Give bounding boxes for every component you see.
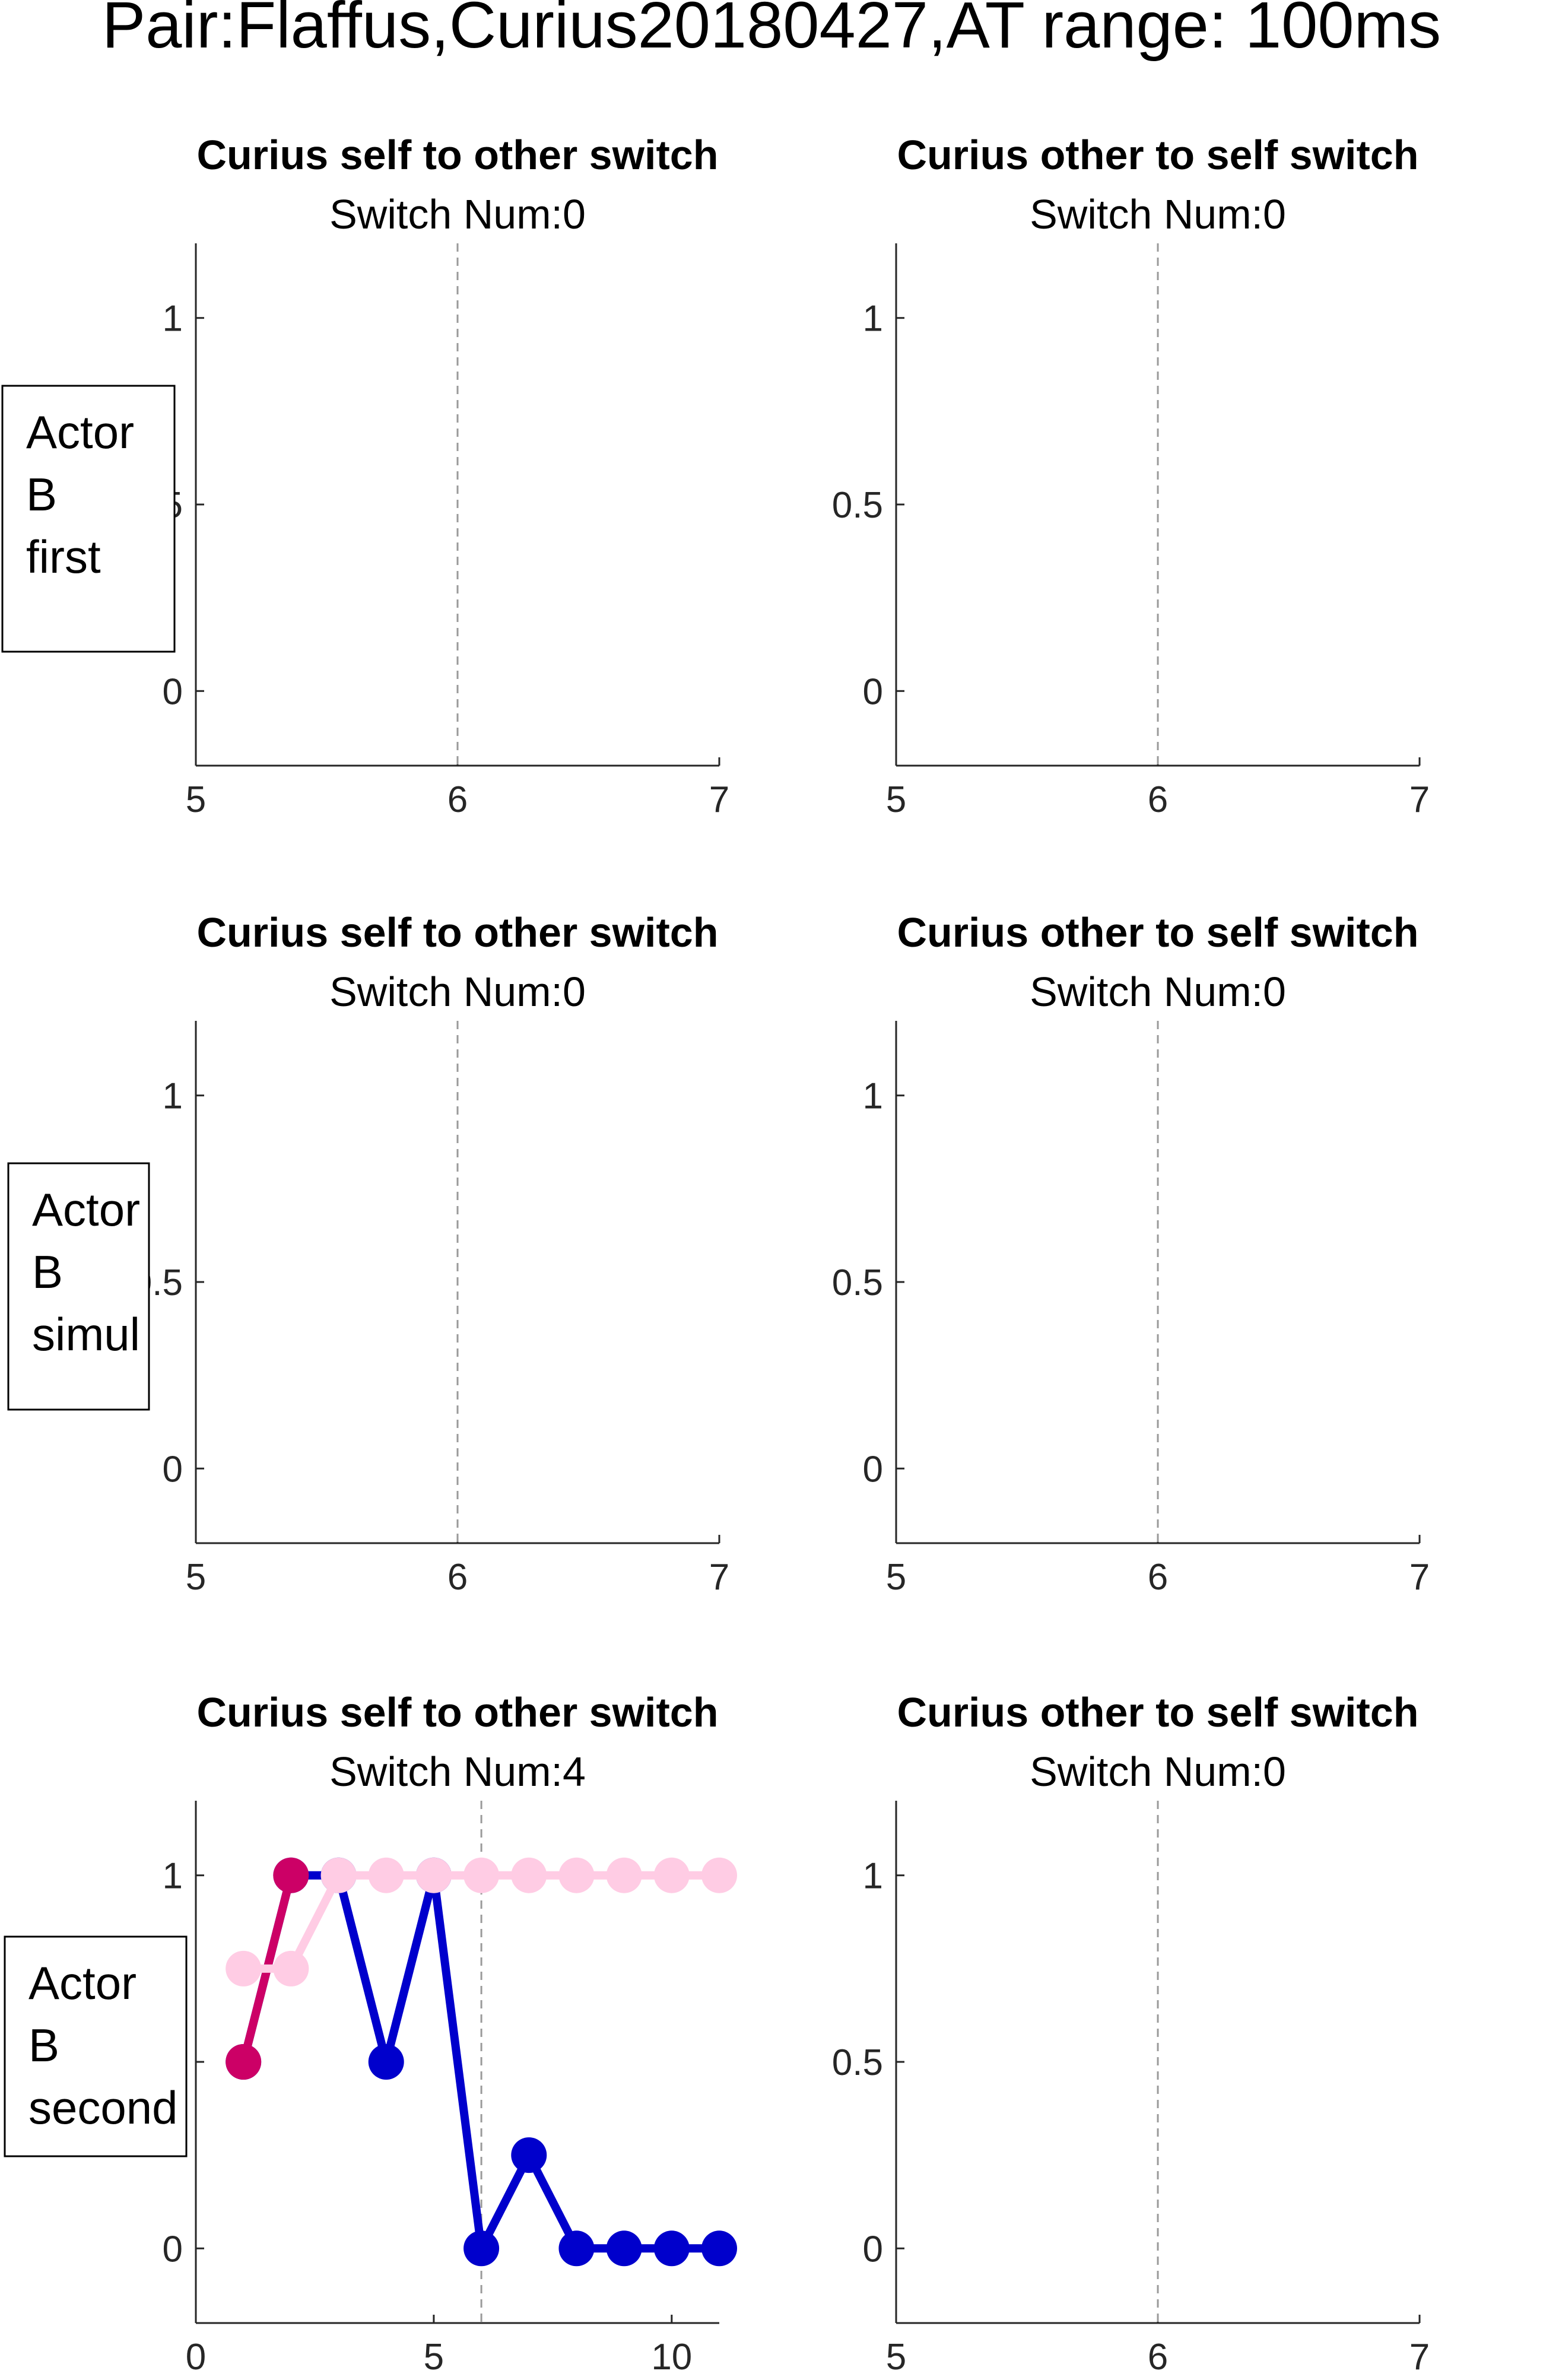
series-3-point (606, 1857, 642, 1893)
series-1-point (368, 2044, 404, 2080)
series-1-point (511, 2137, 547, 2173)
series-1-point (653, 2230, 690, 2267)
panel-title: Curius self to other switch (197, 909, 719, 956)
series-2-point (226, 2044, 262, 2080)
row-label-line: B (28, 2019, 59, 2071)
y-tick-label: 0 (163, 671, 183, 712)
y-tick-label: 0.5 (832, 485, 883, 526)
y-tick-label: 1 (163, 299, 183, 339)
x-tick-label: 5 (186, 779, 206, 820)
series-3-point (368, 1857, 404, 1893)
y-tick-label: 0 (863, 671, 883, 712)
series-1-point (558, 2230, 595, 2267)
series-1-point (463, 2230, 500, 2267)
y-tick-label: 0 (163, 2229, 183, 2270)
series-1-point (701, 2230, 737, 2267)
series-3-point (226, 1950, 262, 1986)
y-tick-label: 1 (863, 1076, 883, 1117)
series-3-point (511, 1857, 547, 1893)
series-1-point (606, 2230, 642, 2267)
x-tick-label: 0 (186, 2337, 206, 2378)
row-label-line: Actor (32, 1183, 140, 1236)
series-3-point (415, 1857, 452, 1893)
series-3-point (701, 1857, 737, 1893)
panel-6: Curius other to self switch Switch Num:0 5… (832, 1689, 1430, 2378)
x-tick-label: 6 (1148, 2337, 1168, 2378)
panel-subtitle: Switch Num:4 (329, 1748, 586, 1795)
row-label-line: simul (32, 1308, 140, 1360)
x-tick-label: 7 (709, 779, 729, 820)
panel-title: Curius self to other switch (197, 1689, 719, 1735)
panel-title: Curius other to self switch (897, 909, 1419, 956)
row-label-line: Actor (28, 1957, 136, 2009)
row-label-box (7, 1162, 150, 1411)
x-tick-label: 10 (651, 2337, 692, 2378)
x-tick-label: 7 (1409, 2337, 1430, 2378)
row-label-box (1, 385, 176, 653)
row-label-line: first (26, 531, 101, 583)
x-tick-label: 6 (447, 779, 468, 820)
panel-5: Curius self to other switch Switch Num:4 0… (132, 1689, 737, 2378)
panel-2: Curius other to self switch Switch Num:0 5… (832, 132, 1430, 820)
x-tick-label: 5 (886, 779, 906, 820)
x-tick-label: 5 (424, 2337, 444, 2378)
x-tick-label: 7 (709, 1557, 729, 1598)
row-label-line: B (32, 1246, 63, 1298)
series-3-point (320, 1857, 357, 1893)
series-3-point (653, 1857, 690, 1893)
series-3-point (273, 1950, 309, 1986)
figure-title: Pair:Flaffus,Curius20180427,AT range: 10… (102, 0, 1441, 62)
panel-title: Curius other to self switch (897, 132, 1419, 178)
row-label-box (4, 1935, 188, 2157)
row-label-line: B (26, 468, 57, 521)
panel-subtitle: Switch Num:0 (1030, 969, 1286, 1015)
panel-subtitle: Switch Num:0 (329, 969, 586, 1015)
y-tick-label: 1 (163, 1856, 183, 1897)
row-label-line: Actor (26, 406, 134, 458)
y-tick-label: 0 (863, 1449, 883, 1490)
panel-title: Curius other to self switch (897, 1689, 1419, 1735)
panel-title: Curius self to other switch (197, 132, 719, 178)
row-label-line: second (28, 2081, 178, 2134)
x-tick-label: 5 (886, 1557, 906, 1598)
x-tick-label: 6 (1148, 1557, 1168, 1598)
y-tick-label: 0.5 (832, 2042, 883, 2083)
x-tick-label: 7 (1409, 1557, 1430, 1598)
panel-3: Curius self to other switch Switch Num:0 5… (132, 909, 729, 1598)
series-3-point (558, 1857, 595, 1893)
panel-subtitle: Switch Num:0 (1030, 1748, 1286, 1795)
y-tick-label: 0 (863, 2229, 883, 2270)
panel-subtitle: Switch Num:0 (1030, 191, 1286, 237)
y-tick-label: 1 (863, 1856, 883, 1897)
series-2-point (273, 1857, 309, 1893)
y-tick-label: 1 (863, 299, 883, 339)
y-tick-label: 1 (163, 1076, 183, 1117)
x-tick-label: 5 (886, 2337, 906, 2378)
x-tick-label: 5 (186, 1557, 206, 1598)
panel-subtitle: Switch Num:0 (329, 191, 586, 237)
y-tick-label: 0 (163, 1449, 183, 1490)
x-tick-label: 7 (1409, 779, 1430, 820)
y-tick-label: 0.5 (832, 1262, 883, 1303)
panel-4: Curius other to self switch Switch Num:0 5… (832, 909, 1430, 1598)
x-tick-label: 6 (447, 1557, 468, 1598)
series-3-point (463, 1857, 500, 1893)
x-tick-label: 6 (1148, 779, 1168, 820)
panel-1: Curius self to other switch Switch Num:0 5… (132, 132, 729, 820)
